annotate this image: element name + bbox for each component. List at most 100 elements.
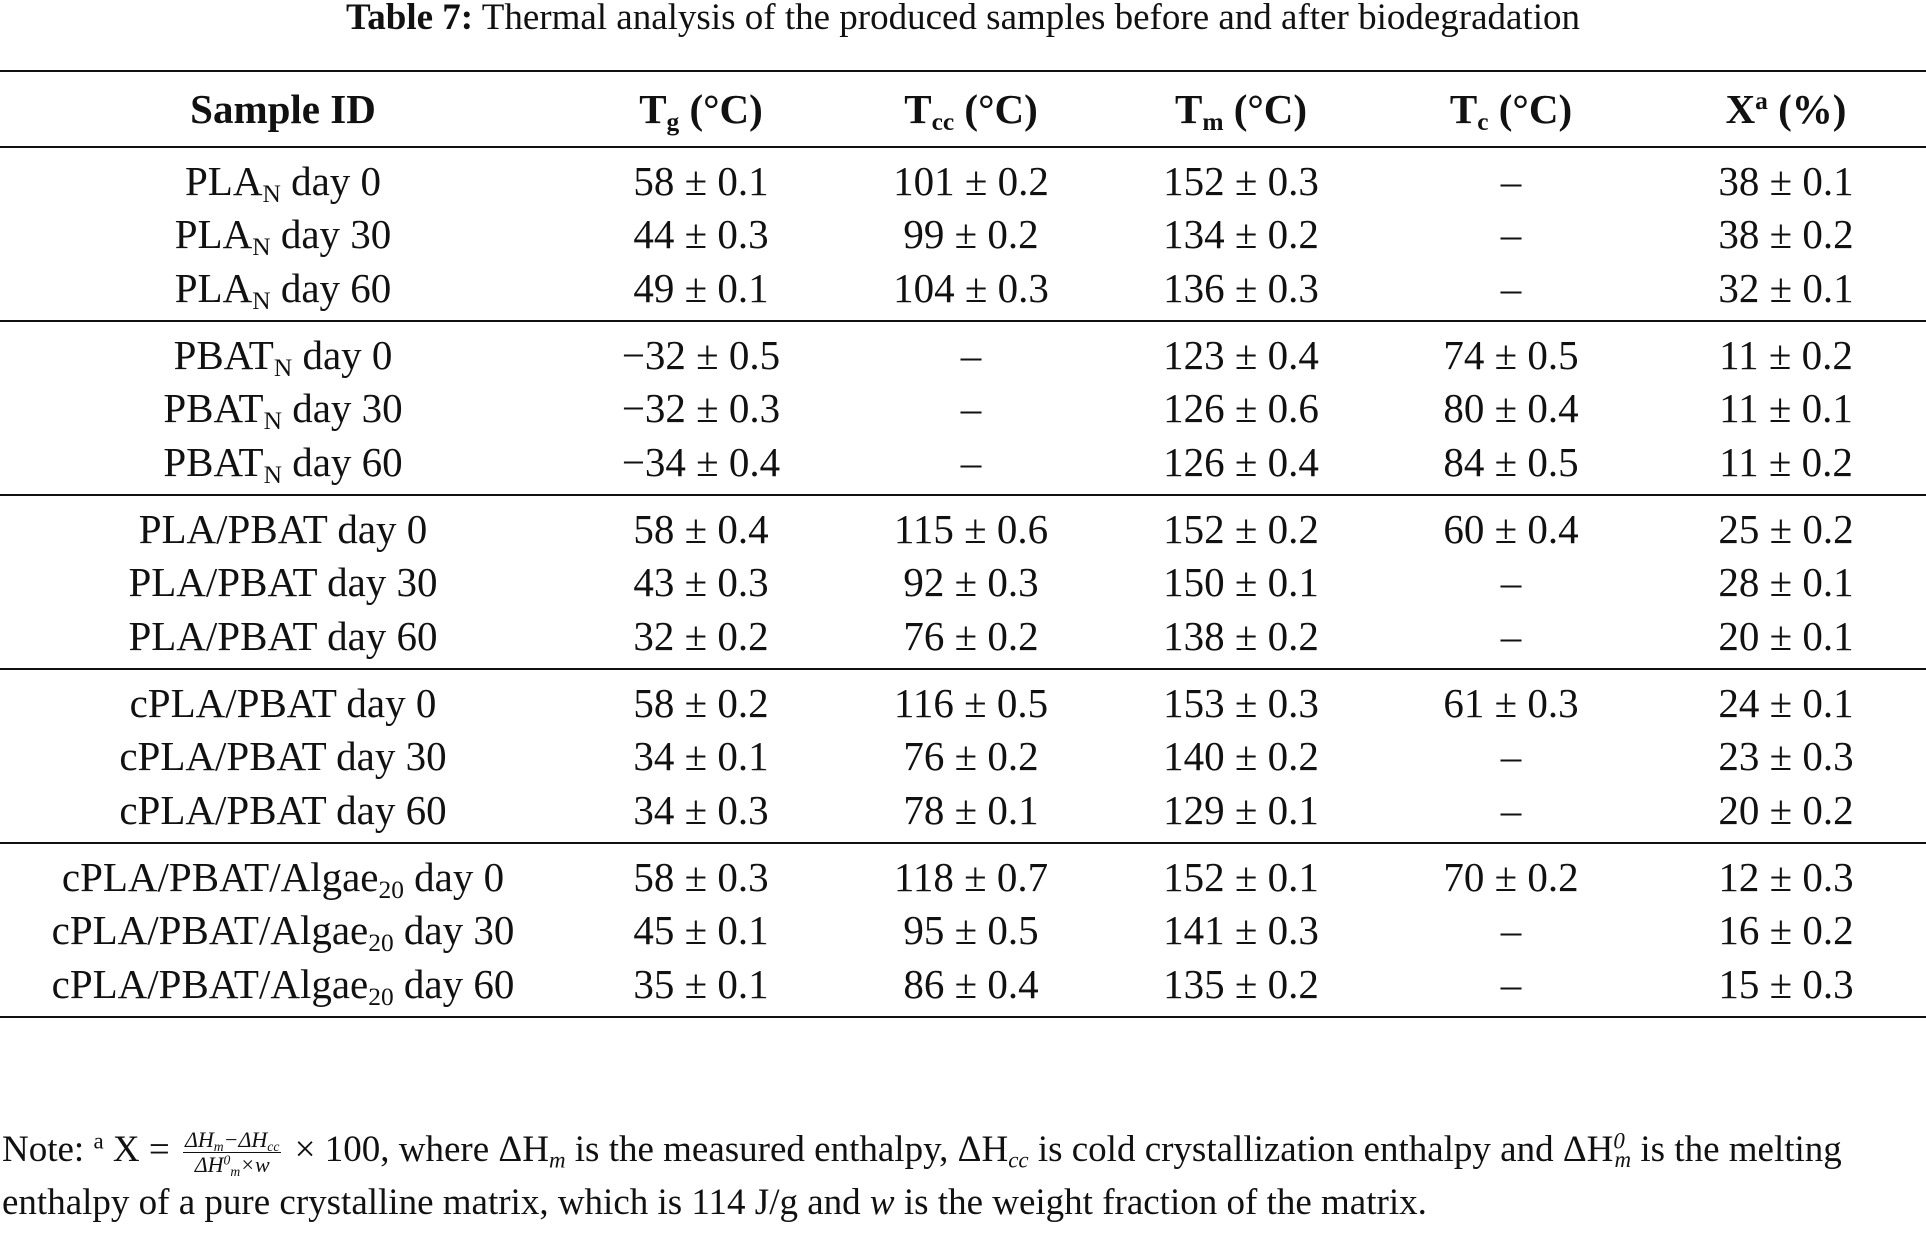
note-dh0: ΔH0m: [1562, 1128, 1632, 1173]
sample-group: PBATN day 0 −32 ± 0.5 – 123 ± 0.4 74 ± 0.5 11…: [0, 321, 1926, 495]
caption-label: Table 7:: [345, 0, 474, 38]
tm-cell: 123 ± 0.4: [1163, 331, 1319, 378]
sample-group: PLA/PBAT day 0 58 ± 0.4 115 ± 0.6 152 ± 0.2…: [0, 495, 1926, 669]
tm-cell: 126 ± 0.4: [1163, 438, 1319, 485]
header-tg: Tg (°C): [639, 86, 763, 137]
sample-id-cell: cPLA/PBAT/Algae20 day 0: [61, 853, 505, 904]
x-cell: 11 ± 0.1: [1719, 385, 1853, 431]
table-row: PLAN day 0 58 ± 0.1 101 ± 0.2 152 ± 0.3 – 38 …: [0, 147, 1926, 207]
header-sample-id: Sample ID: [190, 86, 376, 132]
tg-cell: 58 ± 0.1: [633, 157, 769, 204]
tcc-cell: 76 ± 0.2: [903, 612, 1039, 659]
table-row: cPLA/PBAT/Algae20 day 60 35 ± 0.1 86 ± 0.4…: [0, 959, 1926, 1017]
sample-id-cell: PLA/PBAT day 60: [128, 612, 438, 659]
tm-cell: 152 ± 0.3: [1163, 157, 1319, 204]
table-row: PLA/PBAT day 60 32 ± 0.2 76 ± 0.2 138 ± 0.2…: [0, 611, 1926, 669]
table-row: cPLA/PBAT day 30 34 ± 0.1 76 ± 0.2 140 ± 0.…: [0, 727, 1926, 785]
tm-cell: 141 ± 0.3: [1163, 907, 1319, 953]
tg-cell: 35 ± 0.1: [633, 960, 769, 1007]
x-cell: 20 ± 0.2: [1718, 786, 1854, 833]
tc-cell: 80 ± 0.4: [1443, 385, 1579, 431]
x-cell: 12 ± 0.3: [1718, 853, 1854, 900]
tc-cell: –: [1500, 211, 1522, 257]
sample-id-cell: cPLA/PBAT day 60: [119, 786, 447, 833]
x-cell: 28 ± 0.1: [1718, 559, 1854, 605]
note-x-eq: X =: [112, 1129, 170, 1170]
header-tc: Tc (°C): [1449, 86, 1573, 137]
table-row: cPLA/PBAT day 0 58 ± 0.2 116 ± 0.5 153 ± 0.…: [0, 669, 1926, 727]
table-row: PLA/PBAT day 0 58 ± 0.4 115 ± 0.6 152 ± 0.2…: [0, 495, 1926, 553]
tc-cell: 61 ± 0.3: [1443, 679, 1579, 726]
x-cell: 16 ± 0.2: [1718, 907, 1854, 953]
tcc-cell: 92 ± 0.3: [903, 559, 1039, 605]
tm-cell: 153 ± 0.3: [1163, 679, 1319, 726]
sample-id-cell: PLA/PBAT day 30: [128, 559, 438, 605]
sample-group: cPLA/PBAT/Algae20 day 0 58 ± 0.3 118 ± 0.7…: [0, 843, 1926, 1017]
tm-cell: 138 ± 0.2: [1163, 612, 1319, 659]
sample-id-cell: PBATN day 60: [163, 438, 403, 489]
sample-id-cell: cPLA/PBAT day 30: [119, 733, 447, 779]
tc-cell: –: [1500, 559, 1522, 605]
caption-text: Thermal analysis of the produced samples…: [481, 0, 1580, 38]
tg-cell: −32 ± 0.3: [621, 385, 781, 431]
header-x: Xa (%): [1725, 86, 1847, 132]
sample-id-cell: PLAN day 30: [174, 211, 392, 262]
tcc-cell: 104 ± 0.3: [893, 264, 1049, 311]
tg-cell: 34 ± 0.1: [633, 733, 769, 779]
sample-id-cell: cPLA/PBAT/Algae20 day 30: [51, 907, 515, 958]
x-cell: 32 ± 0.1: [1718, 264, 1854, 311]
tm-cell: 140 ± 0.2: [1163, 733, 1319, 779]
tcc-cell: 101 ± 0.2: [893, 157, 1049, 204]
crystallinity-formula-fraction: ΔHm−ΔHcc ΔH0m×w: [182, 1128, 282, 1178]
tc-cell: 84 ± 0.5: [1443, 438, 1579, 485]
tg-cell: 58 ± 0.3: [633, 853, 769, 900]
x-cell: 20 ± 0.1: [1718, 612, 1854, 659]
tm-cell: 126 ± 0.6: [1163, 385, 1319, 431]
tg-cell: 44 ± 0.3: [633, 211, 769, 257]
tg-cell: −34 ± 0.4: [621, 438, 781, 485]
tc-cell: 70 ± 0.2: [1443, 853, 1579, 900]
x-cell: 38 ± 0.1: [1718, 157, 1854, 204]
sample-id-cell: PBATN day 30: [163, 385, 403, 436]
table-row: PBATN day 60 −34 ± 0.4 – 126 ± 0.4 84 ± 0.5 1…: [0, 437, 1926, 495]
tcc-cell: 118 ± 0.7: [893, 853, 1049, 900]
note-text-4: is the weight fraction of the matrix.: [903, 1182, 1427, 1224]
sample-id-cell: PBATN day 0: [173, 331, 393, 382]
tcc-cell: –: [960, 438, 982, 485]
table-row: PBATN day 0 −32 ± 0.5 – 123 ± 0.4 74 ± 0.5 11…: [0, 321, 1926, 382]
sample-group: cPLA/PBAT day 0 58 ± 0.2 116 ± 0.5 153 ± 0.…: [0, 669, 1926, 843]
table-row: cPLA/PBAT/Algae20 day 30 45 ± 0.1 95 ± 0.5…: [0, 901, 1926, 959]
sample-id-cell: cPLA/PBAT day 0: [129, 679, 437, 726]
x-cell: 15 ± 0.3: [1718, 960, 1854, 1007]
tg-cell: −32 ± 0.5: [621, 331, 781, 378]
x-cell: 24 ± 0.1: [1718, 679, 1854, 726]
tg-cell: 43 ± 0.3: [633, 559, 769, 605]
tc-cell: –: [1500, 733, 1522, 779]
tcc-cell: 95 ± 0.5: [903, 907, 1039, 953]
note-dhcc: ΔHcc: [957, 1129, 1029, 1173]
tc-cell: –: [1500, 786, 1522, 833]
tm-cell: 134 ± 0.2: [1163, 211, 1319, 257]
note-dhm: ΔHm: [498, 1129, 566, 1173]
tg-cell: 58 ± 0.2: [633, 679, 769, 726]
x-cell: 11 ± 0.2: [1719, 438, 1853, 485]
note-marker: a: [93, 1128, 104, 1154]
tcc-cell: 76 ± 0.2: [903, 733, 1039, 779]
note-text-1: is the measured enthalpy,: [574, 1129, 949, 1170]
x-cell: 25 ± 0.2: [1718, 505, 1854, 552]
note-prefix: Note:: [2, 1129, 85, 1170]
tcc-cell: 116 ± 0.5: [893, 679, 1049, 726]
x-cell: 11 ± 0.2: [1719, 331, 1853, 378]
tm-cell: 135 ± 0.2: [1163, 960, 1319, 1007]
tm-cell: 152 ± 0.2: [1163, 505, 1319, 552]
tg-cell: 49 ± 0.1: [633, 264, 769, 311]
header-tcc: Tcc (°C): [904, 86, 1038, 137]
tc-cell: –: [1500, 264, 1522, 311]
note-w: w: [869, 1182, 895, 1224]
tc-cell: –: [1500, 612, 1522, 659]
note-times: × 100, where: [294, 1129, 490, 1170]
tcc-cell: –: [960, 331, 982, 378]
table-row: PBATN day 30 −32 ± 0.3 – 126 ± 0.6 80 ± 0.4 1…: [0, 379, 1926, 437]
tc-cell: 74 ± 0.5: [1443, 331, 1579, 378]
table-row: PLA/PBAT day 30 43 ± 0.3 92 ± 0.3 150 ± 0.1…: [0, 553, 1926, 611]
